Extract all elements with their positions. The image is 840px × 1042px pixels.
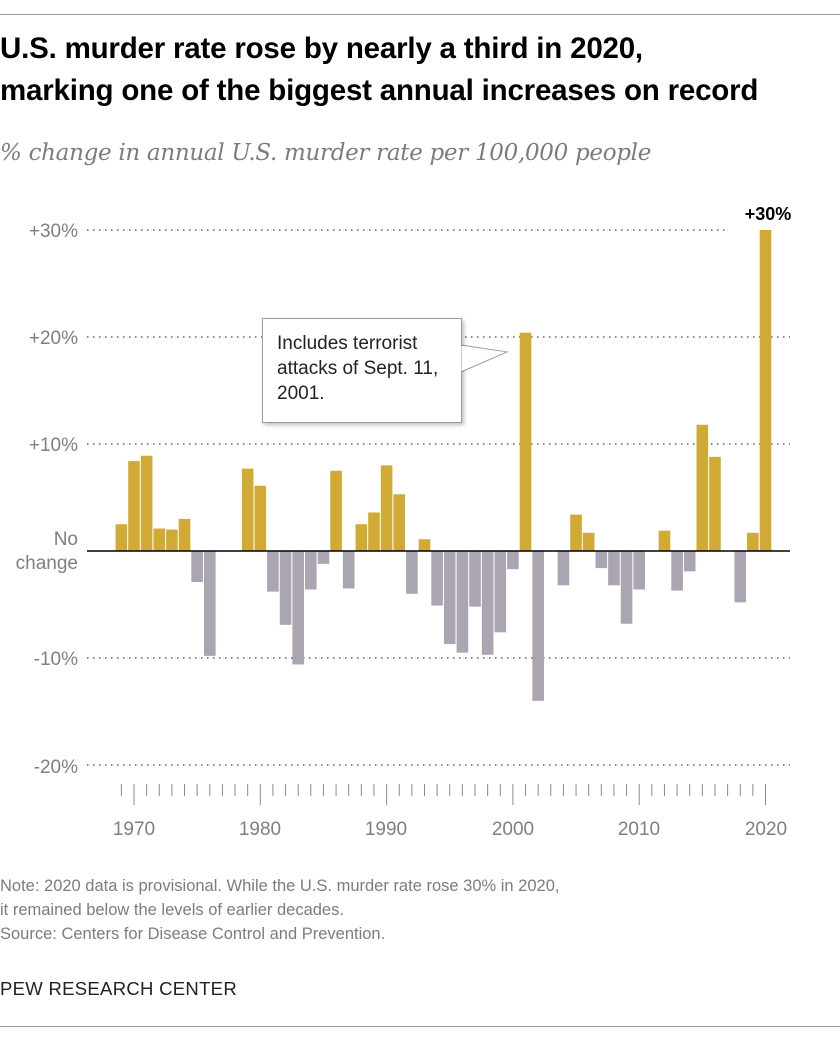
bar-1994 (431, 551, 443, 606)
bar-1986 (330, 470, 342, 551)
bar-1972 (153, 528, 166, 551)
bar-1971 (140, 455, 153, 551)
bar-1969 (115, 524, 128, 551)
x-tick-label: 1980 (239, 819, 281, 840)
bar-1970 (128, 461, 140, 551)
bar-1973 (166, 529, 178, 551)
bar-1983 (292, 551, 304, 665)
x-tick-label: 1970 (113, 819, 155, 840)
bar-2000 (507, 551, 519, 570)
chart-title: U.S. murder rate rose by nearly a third … (0, 28, 840, 112)
bar-1992 (406, 551, 418, 594)
bar-1984 (305, 551, 317, 590)
bar-1981 (267, 551, 279, 592)
bar-2012 (658, 530, 671, 551)
y-tick-label: +30% (29, 221, 78, 242)
callout-pointer (460, 344, 509, 373)
bar-1985 (317, 551, 330, 564)
bar-2010 (633, 551, 645, 590)
bar-2001 (519, 332, 532, 551)
bar-1997 (469, 551, 481, 607)
bar-2004 (557, 551, 570, 586)
bar-1998 (481, 551, 494, 655)
bar-1988 (355, 524, 368, 551)
y-tick-label-change: change (16, 553, 78, 574)
bar-1987 (342, 551, 355, 589)
note-line-1: Note: 2020 data is provisional. While th… (0, 877, 560, 895)
bar-2005 (570, 514, 582, 551)
bar-1999 (494, 551, 507, 633)
bar-2014 (683, 551, 696, 572)
title-line-2: marking one of the biggest annual increa… (0, 74, 759, 107)
y-tick-label: +10% (29, 435, 78, 456)
chart-note: Note: 2020 data is provisional. While th… (0, 874, 559, 946)
bar-2013 (671, 551, 683, 591)
bar-1976 (203, 551, 216, 656)
bar-2008 (608, 551, 620, 586)
annotation-callout: Includes terrorist attacks of Sept. 11, … (262, 318, 462, 423)
bar-2006 (582, 532, 595, 551)
bar-1975 (191, 551, 203, 583)
bar-1989 (368, 512, 380, 551)
brand-logo-text: PEW RESEARCH CENTER (0, 978, 237, 999)
x-tick-label: 2010 (618, 819, 660, 840)
bar-2020 (759, 230, 772, 551)
x-tick-label: 1990 (365, 819, 407, 840)
bar-1980 (254, 485, 267, 551)
bar-2016 (709, 456, 721, 551)
bar-2019 (747, 532, 759, 551)
bar-1982 (279, 551, 292, 625)
x-tick-label: 2020 (745, 819, 787, 840)
top-rule (0, 14, 840, 15)
bar-2009 (620, 551, 633, 624)
bar-1990 (380, 465, 393, 551)
bar-1993 (418, 539, 431, 551)
bar-2018 (734, 551, 747, 603)
bar-1996 (456, 551, 469, 653)
bar-1991 (393, 494, 406, 551)
note-line-2: it remained below the levels of earlier … (0, 901, 344, 919)
chart-subtitle: % change in annual U.S. murder rate per … (0, 140, 652, 166)
y-tick-label-no: No (54, 529, 78, 550)
source-line: Source: Centers for Disease Control and … (0, 925, 386, 943)
title-line-1: U.S. murder rate rose by nearly a third … (0, 32, 643, 65)
y-tick-label: -10% (34, 649, 78, 670)
data-label-2020: +30% (745, 204, 792, 224)
bar-2015 (696, 424, 709, 551)
bar-1979 (241, 468, 254, 551)
bottom-rule (0, 1026, 840, 1027)
bar-1995 (443, 551, 456, 645)
bar-2007 (595, 551, 608, 569)
bar-2002 (532, 551, 544, 701)
x-tick-label: 2000 (492, 819, 534, 840)
y-tick-label: -20% (34, 757, 78, 778)
bar-1974 (178, 518, 191, 551)
y-tick-label: +20% (29, 328, 78, 349)
